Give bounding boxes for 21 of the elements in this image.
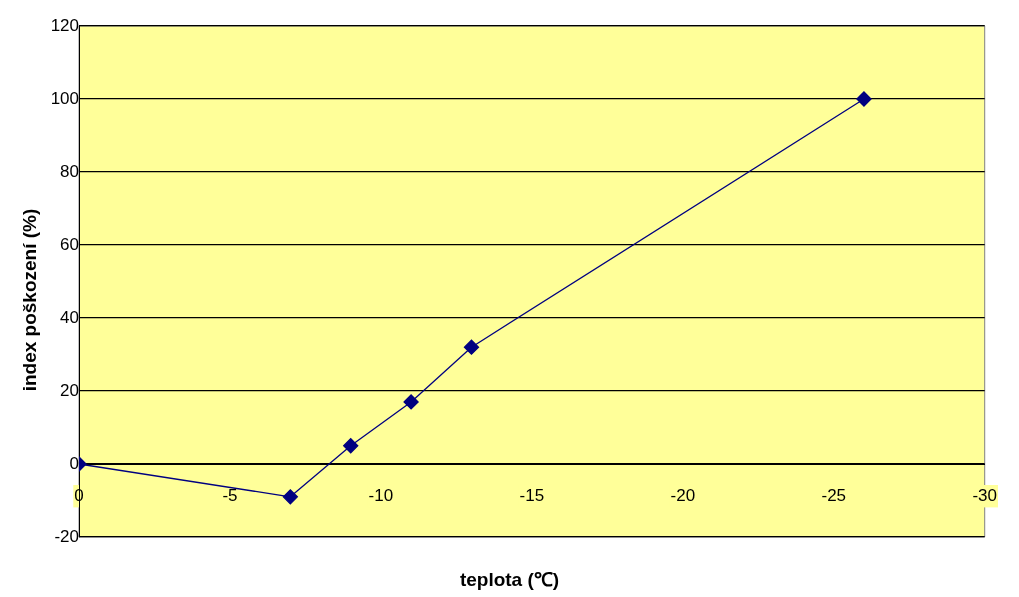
y-tick-label: 20 (60, 380, 79, 400)
y-tick-label: 100 (50, 88, 79, 108)
point (403, 394, 419, 410)
point (282, 489, 298, 505)
x-tick-label: -10 (368, 485, 394, 505)
point (343, 438, 359, 454)
point (463, 339, 480, 355)
y-tick-label: 80 (60, 161, 79, 181)
y-tick-label: 120 (50, 15, 79, 35)
y-tick-label: 0 (69, 453, 79, 473)
x-tick-label: -20 (670, 485, 696, 505)
x-tick-label: -30 (972, 485, 997, 505)
x-tick-label: -5 (222, 485, 238, 505)
point (856, 91, 872, 107)
x-tick-label: -25 (821, 485, 847, 505)
y-tick-label: 60 (60, 234, 79, 254)
x-tick-label: -15 (519, 485, 545, 505)
x-axis-title: teplota (℃) (458, 568, 561, 592)
y-tick-label: 40 (60, 307, 79, 327)
y-axis-title: index poškození (%) (19, 208, 41, 392)
y-tick-label: -20 (54, 526, 79, 546)
